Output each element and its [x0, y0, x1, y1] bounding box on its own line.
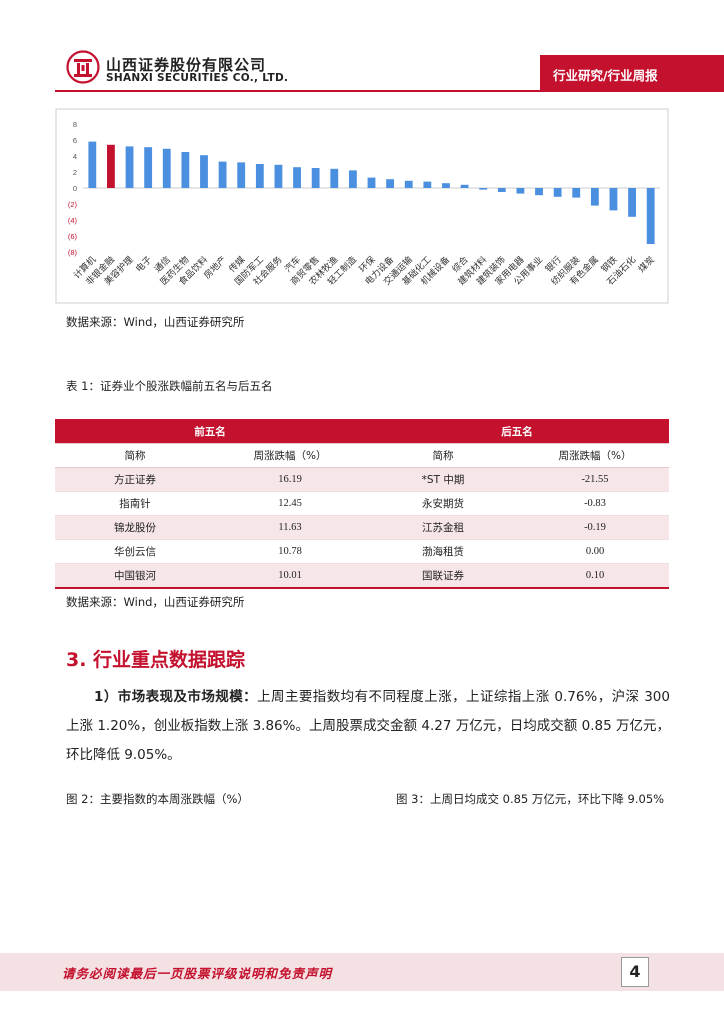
table-row: 锦龙股份 11.63 江苏金租 -0.19	[55, 515, 669, 540]
top-name: 中国银河	[55, 563, 215, 589]
bar	[330, 168, 339, 188]
bar	[609, 188, 618, 211]
table-group-header: 前五名 后五名	[55, 419, 669, 444]
col-change-top: 周涨跌幅（%）	[215, 443, 365, 468]
table-row: 指南针 12.45 永安期货 -0.83	[55, 491, 669, 516]
bar	[628, 188, 636, 217]
top-name: 方正证券	[55, 467, 215, 492]
table-row: 方正证券 16.19 *ST 中期 -21.55	[55, 467, 669, 492]
industry-weekly-change-chart: 86420(2)(4)(6)(8)计算机非银金融美容护理电子通信医药生物食品饮料…	[55, 108, 669, 304]
bar	[535, 188, 543, 196]
bottom-name: 国联证券	[365, 563, 521, 589]
company-name-cn: 山西证券股份有限公司	[106, 56, 267, 74]
bottom-value: -0.19	[521, 515, 669, 540]
col-name-bottom: 简称	[365, 443, 521, 468]
bar	[460, 184, 469, 188]
y-tick-label: (4)	[68, 216, 78, 225]
group-bottom-five: 后五名	[365, 419, 669, 444]
table-row: 中国银河 10.01 国联证券 0.10	[55, 563, 669, 589]
y-tick-label: (6)	[68, 232, 78, 241]
bar	[162, 148, 171, 188]
bottom-value: -0.83	[521, 491, 669, 516]
bar	[497, 188, 506, 192]
bar	[144, 147, 153, 188]
figure-3-caption: 图 3：上周日均成交 0.85 万亿元，环比下降 9.05%	[396, 792, 665, 806]
bar	[274, 164, 283, 188]
table-row: 华创云信 10.78 渤海租赁 0.00	[55, 539, 669, 564]
y-tick-label: (2)	[68, 200, 78, 209]
bottom-name: 江苏金租	[365, 515, 521, 540]
footer-band	[0, 953, 724, 991]
bar	[386, 179, 395, 188]
top-value: 10.78	[215, 539, 365, 564]
bar	[442, 183, 450, 188]
table-column-header: 简称 周涨跌幅（%） 简称 周涨跌幅（%）	[55, 443, 669, 468]
bottom-value: 0.00	[521, 539, 669, 564]
bar	[125, 146, 134, 188]
bar	[311, 168, 320, 188]
paragraph-lead: 1）市场表现及市场规模：	[94, 689, 258, 705]
top-value: 12.45	[215, 491, 365, 516]
bar	[404, 180, 413, 188]
bar	[553, 188, 562, 197]
top-name: 指南针	[55, 491, 215, 516]
report-type-tag: 行业研究/行业周报	[553, 68, 658, 83]
bottom-value: 0.10	[521, 563, 669, 589]
chart-source-note: 数据来源：Wind，山西证券研究所	[66, 315, 245, 329]
col-change-bottom: 周涨跌幅（%）	[521, 443, 669, 468]
top-name: 锦龙股份	[55, 515, 215, 540]
paragraph-body: 上周主要指数均有不同程度上涨，上证综指上涨 0.76%，沪深 300 上涨 1.…	[66, 689, 670, 763]
y-tick-label: 2	[73, 168, 77, 177]
group-top-five: 前五名	[55, 419, 365, 444]
bottom-name: 永安期货	[365, 491, 521, 516]
table-source-note: 数据来源：Wind，山西证券研究所	[66, 595, 245, 609]
y-tick-label: 0	[73, 184, 77, 193]
bottom-value: -21.55	[521, 467, 669, 492]
header-band	[540, 55, 724, 91]
top-value: 16.19	[215, 467, 365, 492]
bar	[218, 161, 227, 188]
page-number: 4	[621, 957, 649, 987]
x-category-label: 煤炭	[636, 254, 657, 275]
company-logo-icon	[66, 50, 100, 84]
bar	[423, 181, 432, 188]
footer-disclaimer: 请务必阅读最后一页股票评级说明和免责声明	[62, 966, 333, 981]
y-tick-label: 6	[73, 136, 77, 145]
bar	[237, 162, 246, 188]
bar	[516, 188, 525, 194]
bar	[293, 167, 301, 188]
y-tick-label: 8	[73, 120, 77, 129]
bar	[255, 164, 264, 188]
bar	[367, 177, 376, 188]
company-name-en: SHANXI SECURITIES CO., LTD.	[106, 72, 289, 84]
y-tick-label: (8)	[68, 248, 78, 257]
bar	[590, 188, 599, 206]
bottom-name: *ST 中期	[365, 467, 521, 492]
table-caption: 表 1：证券业个股涨跌幅前五名与后五名	[66, 379, 273, 393]
header-rule	[55, 90, 724, 92]
bar	[646, 188, 655, 244]
bottom-name: 渤海租赁	[365, 539, 521, 564]
bar	[479, 188, 488, 190]
bar	[572, 188, 581, 198]
bar	[200, 155, 208, 188]
bar	[88, 141, 97, 188]
chart-frame	[55, 108, 669, 304]
bar	[181, 152, 190, 188]
x-category-label: 电子	[133, 254, 154, 275]
securities-top-bottom-table: 前五名 后五名 简称 周涨跌幅（%） 简称 周涨跌幅（%） 方正证券 16.19…	[55, 419, 669, 589]
top-name: 华创云信	[55, 539, 215, 564]
top-value: 11.63	[215, 515, 365, 540]
bar	[107, 144, 115, 188]
section-title: 3. 行业重点数据跟踪	[66, 649, 246, 671]
top-value: 10.01	[215, 563, 365, 589]
col-name-top: 简称	[55, 443, 215, 468]
section-paragraph: 1）市场表现及市场规模：上周主要指数均有不同程度上涨，上证综指上涨 0.76%，…	[66, 683, 670, 770]
bar	[348, 170, 357, 188]
y-tick-label: 4	[73, 152, 77, 161]
figure-2-caption: 图 2：主要指数的本周涨跌幅（%）	[66, 792, 249, 806]
